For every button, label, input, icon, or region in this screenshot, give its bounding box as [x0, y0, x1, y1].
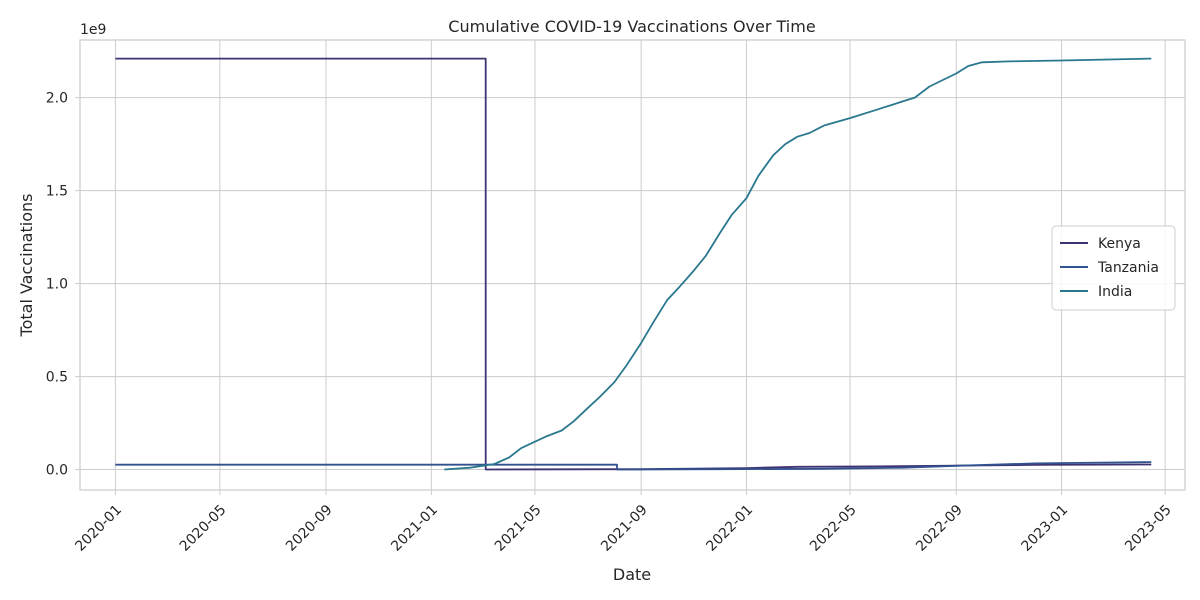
legend-items: Kenya Tanzania India	[1060, 236, 1159, 300]
y-tick-label: 1.0	[46, 277, 68, 293]
y-axis-title: Total Vaccinations	[17, 194, 36, 338]
y-tick-label: 2.0	[46, 91, 68, 107]
legend: Kenya Tanzania India	[1051, 225, 1176, 311]
legend-label-kenya: Kenya	[1098, 236, 1141, 252]
chart-title: Cumulative COVID-19 Vaccinations Over Ti…	[448, 17, 815, 36]
y-tick-label: 0.0	[46, 463, 68, 479]
x-axis-title: Date	[613, 565, 651, 584]
y-tick-label: 1.5	[46, 184, 68, 200]
series-lines	[115, 57, 1152, 471]
legend-box	[1051, 225, 1176, 311]
y-tick-labels: 0.0 0.5 1.0 1.5 2.0	[46, 91, 80, 479]
legend-label-tanzania: Tanzania	[1097, 260, 1159, 276]
y-offset-label: 1e9	[80, 22, 106, 38]
plot-area	[80, 40, 1185, 490]
y-tick-label: 0.5	[46, 370, 68, 386]
legend-label-india: India	[1098, 284, 1132, 300]
series-line-tanzania	[115, 461, 1152, 471]
series-line-india	[444, 57, 1152, 471]
plot-frame	[79, 39, 1186, 491]
